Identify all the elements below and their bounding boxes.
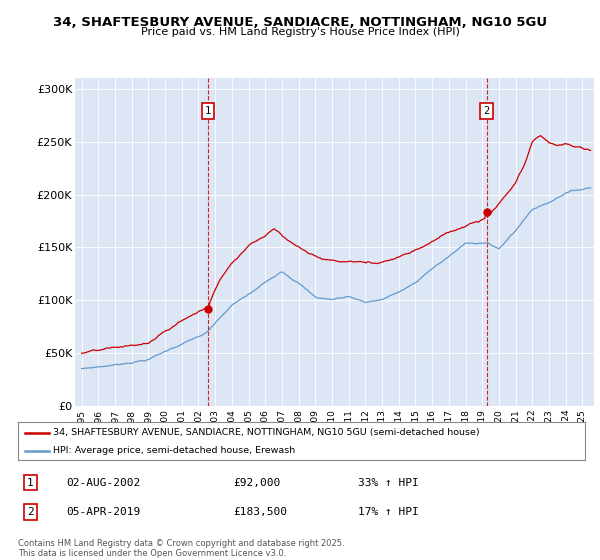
Text: 34, SHAFTESBURY AVENUE, SANDIACRE, NOTTINGHAM, NG10 5GU: 34, SHAFTESBURY AVENUE, SANDIACRE, NOTTI… xyxy=(53,16,547,29)
Text: 2: 2 xyxy=(484,106,490,116)
Text: 1: 1 xyxy=(205,106,211,116)
Text: 05-APR-2019: 05-APR-2019 xyxy=(66,507,140,517)
Text: £92,000: £92,000 xyxy=(233,478,281,488)
Text: HPI: Average price, semi-detached house, Erewash: HPI: Average price, semi-detached house,… xyxy=(53,446,295,455)
Text: £183,500: £183,500 xyxy=(233,507,287,517)
Text: Contains HM Land Registry data © Crown copyright and database right 2025.
This d: Contains HM Land Registry data © Crown c… xyxy=(18,539,344,558)
Text: 17% ↑ HPI: 17% ↑ HPI xyxy=(358,507,419,517)
Text: 33% ↑ HPI: 33% ↑ HPI xyxy=(358,478,419,488)
Text: 2: 2 xyxy=(27,507,34,517)
Text: 1: 1 xyxy=(27,478,34,488)
Text: Price paid vs. HM Land Registry's House Price Index (HPI): Price paid vs. HM Land Registry's House … xyxy=(140,27,460,37)
Text: 34, SHAFTESBURY AVENUE, SANDIACRE, NOTTINGHAM, NG10 5GU (semi-detached house): 34, SHAFTESBURY AVENUE, SANDIACRE, NOTTI… xyxy=(53,428,480,437)
Text: 02-AUG-2002: 02-AUG-2002 xyxy=(66,478,140,488)
